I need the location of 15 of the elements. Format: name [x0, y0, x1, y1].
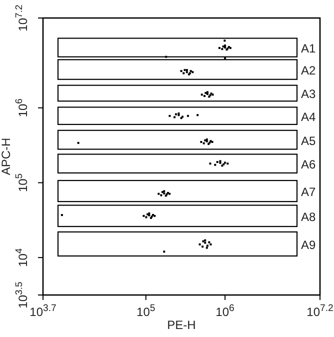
band-label: A8 [301, 210, 316, 224]
band-label: A1 [301, 42, 316, 56]
x-tick-label: 10$^{6}$ [216, 302, 234, 319]
band-label: A3 [301, 87, 316, 102]
band-label: A4 [301, 110, 316, 124]
x-tick-label: 10$^{3.7}$ [30, 302, 56, 319]
y-axis-title: APC-H [0, 138, 13, 176]
band-label: A5 [301, 134, 316, 148]
x-tick-label: 10$^{5}$ [136, 302, 156, 319]
band-label: A7 [301, 185, 316, 200]
band-label: A2 [301, 64, 316, 78]
band-label: A6 [301, 158, 316, 172]
x-axis-title: PE-H [167, 318, 196, 332]
band-label: A9 [301, 238, 316, 252]
x-tick-label: 10$^{7.2}$ [306, 302, 334, 319]
